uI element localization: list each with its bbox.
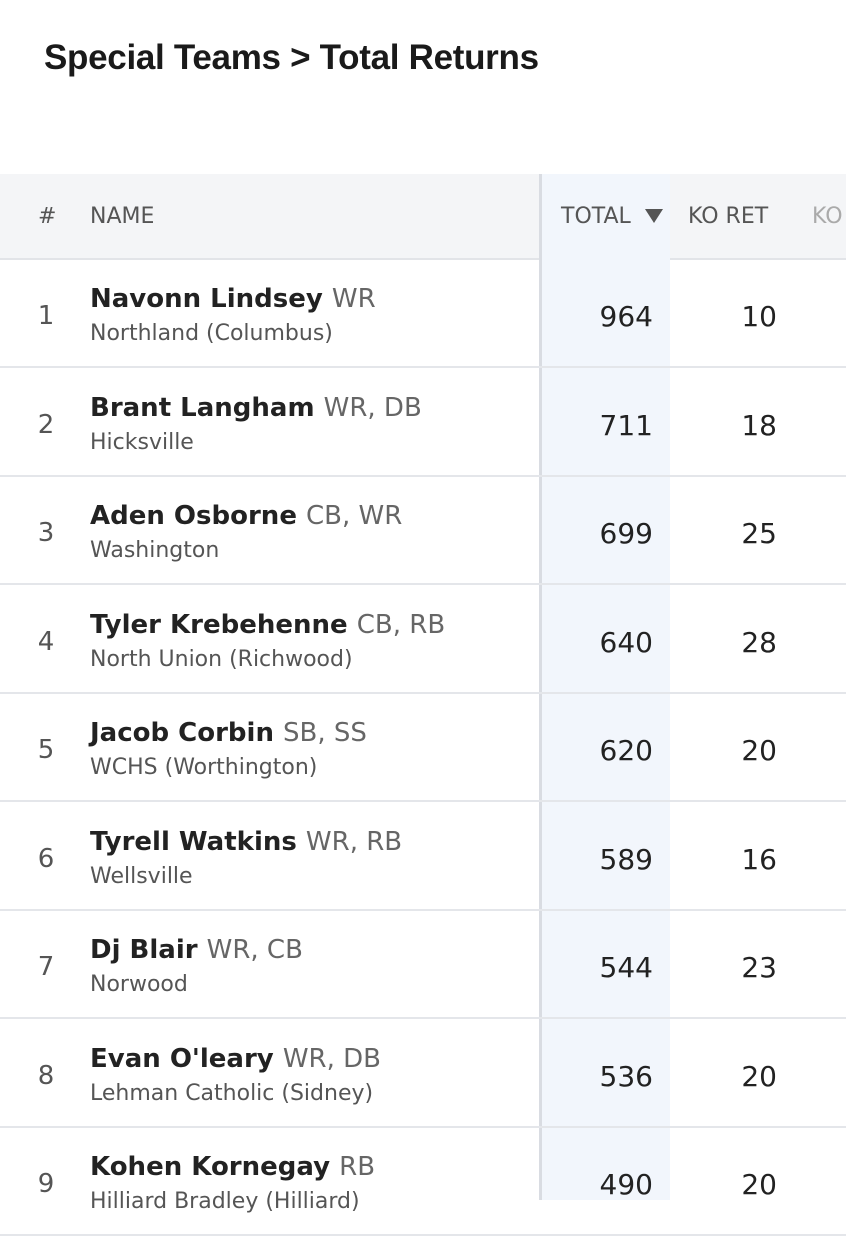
school: Washington (90, 538, 220, 563)
positions: RB (339, 1152, 376, 1182)
total: 620 (599, 734, 653, 767)
school: Hicksville (90, 429, 194, 455)
page: Special Teams > Total Returns # NAME TOT… (0, 38, 846, 1236)
ko-ret: 20 (741, 1059, 777, 1093)
column-header: # (38, 204, 57, 229)
positions: WR, CB (206, 935, 303, 965)
column-header[interactable]: TOTAL (561, 204, 631, 229)
table-header (0, 174, 846, 260)
school: Hilliard Bradley (Hilliard) (90, 1189, 360, 1214)
school: North Union (Richwood) (90, 646, 353, 672)
rank: 6 (37, 843, 55, 874)
row-divider (0, 583, 846, 585)
page-title: Special Teams > Total Returns (44, 38, 539, 77)
row-divider (0, 1017, 846, 1019)
name-text: Jacob Corbin (90, 718, 274, 748)
name-text: Evan O'leary (90, 1043, 274, 1074)
positions: WR (331, 284, 376, 314)
player-name[interactable]: Dj Blair WR, CB (90, 935, 303, 965)
sorted-column (541, 174, 670, 1200)
ko-ret: 18 (741, 408, 777, 442)
total: 711 (599, 408, 653, 442)
column-divider (539, 174, 542, 1200)
ko-ret: 23 (741, 951, 777, 984)
positions: WR, RB (305, 826, 403, 857)
total: 536 (599, 1059, 653, 1093)
total: 640 (599, 625, 653, 659)
school: WCHS (Worthington) (90, 755, 318, 780)
rank: 3 (37, 518, 55, 548)
rank: 7 (37, 952, 55, 982)
ko-ret: 20 (741, 734, 777, 767)
rank: 1 (37, 301, 55, 331)
school: Wellsville (90, 863, 193, 889)
ko-ret: 20 (741, 1168, 777, 1201)
total: 699 (599, 517, 653, 550)
player-name[interactable]: Kohen Kornegay RB (90, 1152, 375, 1182)
total: 964 (599, 300, 653, 333)
ko-ret: 16 (741, 842, 777, 876)
sort-icon (645, 209, 663, 223)
rank: 9 (37, 1169, 55, 1199)
name-text: Kohen Kornegay (90, 1152, 331, 1182)
positions: CB, RB (356, 609, 446, 640)
column-header[interactable]: KO (812, 204, 843, 229)
ko-ret: 25 (741, 517, 777, 550)
row-divider (0, 691, 846, 694)
school: Lehman Catholic (Sidney) (90, 1080, 374, 1106)
positions: SB, SS (283, 718, 367, 748)
ko-ret: 10 (741, 300, 777, 333)
player-name[interactable]: Brant Langham WR, DB (90, 393, 422, 423)
row-divider (0, 366, 846, 368)
row-divider (0, 908, 846, 911)
player-name[interactable]: Jacob Corbin SB, SS (90, 718, 367, 748)
name-text: Tyrell Watkins (90, 826, 297, 857)
player-name[interactable]: Aden Osborne CB, WR (90, 501, 402, 531)
total: 490 (599, 1168, 653, 1201)
name-text: Tyler Krebehenne (90, 609, 348, 640)
school: Norwood (90, 972, 188, 997)
name-text: Dj Blair (90, 935, 198, 965)
row-divider (0, 800, 846, 802)
positions: WR, DB (323, 392, 422, 423)
row-divider (0, 474, 846, 477)
column-header[interactable]: KO RET (688, 204, 769, 229)
rank: 8 (37, 1060, 55, 1091)
rank: 2 (37, 409, 55, 440)
name-text: Brant Langham (90, 392, 315, 423)
player-name[interactable]: Tyler Krebehenne CB, RB (90, 610, 445, 640)
player-name[interactable]: Navonn Lindsey WR (90, 284, 376, 314)
positions: CB, WR (306, 501, 403, 531)
total: 589 (599, 842, 653, 876)
name-text: Navonn Lindsey (90, 284, 323, 314)
player-name[interactable]: Evan O'leary WR, DB (90, 1044, 381, 1074)
total: 544 (599, 951, 653, 984)
rank: 5 (37, 735, 55, 765)
name-text: Aden Osborne (90, 501, 297, 531)
player-name[interactable]: Tyrell Watkins WR, RB (90, 827, 402, 857)
row-divider (0, 1125, 846, 1128)
ko-ret: 28 (741, 625, 777, 659)
school: Northland (Columbus) (90, 321, 333, 346)
rank: 4 (37, 626, 55, 657)
positions: WR, DB (282, 1043, 381, 1074)
column-header[interactable]: NAME (90, 204, 155, 229)
